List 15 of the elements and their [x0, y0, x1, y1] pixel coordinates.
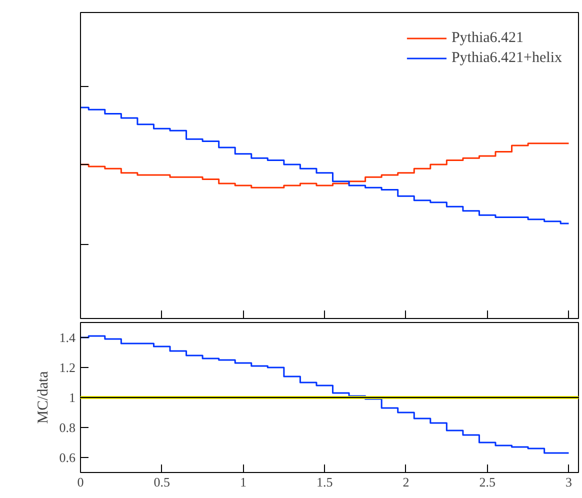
x-tick-label: 1.5	[316, 474, 333, 490]
x-tick-label: 2	[402, 474, 410, 490]
x-tick-label: 0.5	[154, 474, 170, 490]
legend-label: Pythia6.421+helix	[451, 50, 562, 66]
y-tick-label: 1.2	[59, 360, 76, 375]
x-tick-label: 3	[565, 474, 572, 490]
y-tick-label: 0.8	[59, 420, 76, 435]
x-tick-label: 0	[77, 474, 84, 490]
y-tick-label: 1	[69, 390, 76, 405]
legend-label: Pythia6.421	[451, 30, 524, 46]
x-tick-label: 1	[240, 474, 246, 490]
y-axis-title: MC/data	[35, 370, 52, 424]
x-tick-label: 2.5	[479, 474, 496, 490]
y-tick-label: 0.6	[59, 450, 76, 465]
y-tick-label: 1.4	[59, 330, 76, 345]
